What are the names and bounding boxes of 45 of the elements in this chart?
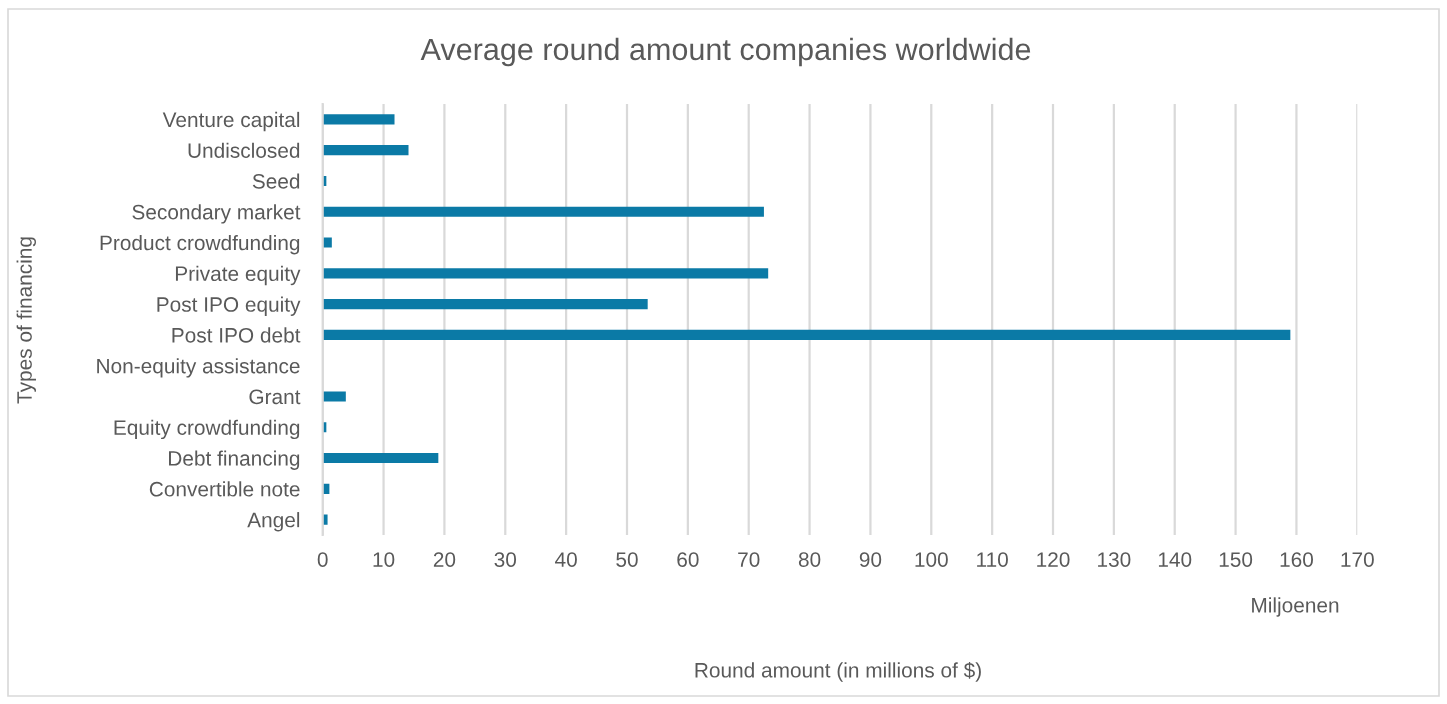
- bar: [322, 268, 769, 279]
- x-tick-label: 150: [1219, 552, 1253, 567]
- y-tick-label: Debt financing: [169, 450, 300, 470]
- bar: [322, 299, 648, 310]
- x-tick-label: 70: [738, 552, 760, 567]
- bar: [322, 206, 764, 217]
- x-tick-label: 50: [616, 552, 638, 567]
- y-tick-label: Product crowdfunding: [100, 234, 300, 255]
- y-tick-label: Private equity: [175, 265, 301, 286]
- x-tick-label: 20: [433, 552, 456, 567]
- x-tick-label: 60: [677, 552, 699, 567]
- y-tick-label: Secondary market: [132, 204, 301, 224]
- y-tick-label: Grant: [249, 389, 301, 405]
- y-axis-title: Types of financing: [16, 237, 36, 404]
- x-tick-label: 170: [1341, 552, 1374, 567]
- x-tick-label: 90: [859, 552, 882, 567]
- x-tick-label: 10: [373, 552, 395, 567]
- x-tick-label: 140: [1158, 552, 1192, 567]
- x-tick-label: 0: [317, 552, 328, 567]
- bar: [322, 145, 409, 156]
- y-tick-label: Angel: [247, 512, 300, 532]
- x-axis-title: Round amount (in millions of $): [695, 661, 981, 682]
- bar: [322, 329, 1291, 340]
- chart-title: Average round amount companies worldwide: [420, 37, 1031, 67]
- x-tick-label: 120: [1037, 552, 1070, 567]
- x-tick-label: 110: [977, 552, 1008, 567]
- y-tick-label: Equity crowdfunding: [114, 419, 300, 440]
- y-tick-label: Post IPO equity: [157, 296, 301, 316]
- bar: [322, 452, 439, 464]
- y-tick-label: Convertible note: [149, 481, 300, 497]
- bar: [322, 391, 346, 402]
- y-tick-label: Seed: [252, 173, 300, 189]
- y-tick-label: Non-equity assistance: [97, 358, 300, 378]
- x-tick-label: 100: [915, 552, 948, 567]
- bar: [322, 237, 332, 248]
- y-tick-label: Venture capital: [162, 111, 300, 132]
- x-tick-label: 160: [1280, 552, 1314, 567]
- y-tick-label: Post IPO debt: [172, 327, 301, 343]
- text: Miljoenen: [1252, 597, 1339, 617]
- y-tick-label: Undisclosed: [188, 142, 300, 158]
- x-tick-label: 80: [798, 552, 821, 567]
- x-tick-label: 40: [555, 552, 577, 567]
- bar: [322, 114, 395, 125]
- x-tick-label: 130: [1098, 552, 1131, 567]
- x-tick-label: 30: [494, 552, 517, 567]
